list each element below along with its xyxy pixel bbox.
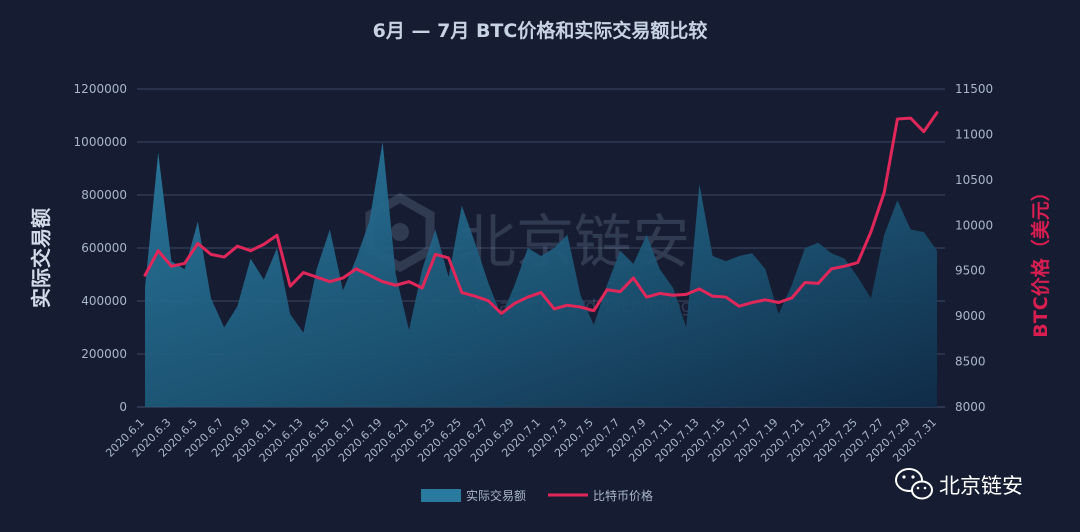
y2-tick-label: 11500: [955, 82, 993, 96]
wechat-icon: [895, 468, 933, 500]
area-series-layer: [145, 142, 937, 407]
y2-axis-title: BTC价格（美元）: [1029, 182, 1052, 337]
legend-line-label: 比特币价格: [593, 488, 653, 503]
y-axis-ticks: 0 200000 400000 600000 800000 1000000 1200000: [74, 82, 127, 414]
y2-tick-label: 9000: [955, 309, 986, 323]
y-tick-label: 200000: [81, 347, 127, 361]
y2-tick-label: 9500: [955, 264, 986, 278]
y-tick-label: 0: [119, 400, 127, 414]
y2-tick-label: 8000: [955, 400, 986, 414]
area-series-trading-volume: [145, 142, 937, 407]
y-axis-title: 实际交易额: [29, 208, 53, 308]
y2-tick-label: 8500: [955, 355, 986, 369]
y2-tick-label: 11000: [955, 127, 993, 141]
y-tick-label: 800000: [81, 188, 127, 202]
line-series-layer: [143, 111, 939, 315]
y-tick-label: 1200000: [74, 82, 127, 96]
y2-tick-label: 10000: [955, 218, 993, 232]
y-tick-label: 400000: [81, 294, 127, 308]
y2-tick-label: 10500: [955, 173, 993, 187]
line-series-btc-price: [143, 111, 939, 315]
brand-label: 北京链安: [939, 474, 1023, 498]
y-tick-label: 600000: [81, 241, 127, 255]
chart-title: 6月 — 7月 BTC价格和实际交易额比较: [373, 19, 708, 42]
legend-area-swatch: [421, 489, 461, 502]
x-axis-ticks: 2020.6.12020.6.32020.6.52020.6.72020.6.9…: [103, 416, 939, 465]
legend: 实际交易额 比特币价格: [421, 488, 653, 503]
y2-axis-ticks: 8000 8500 9000 9500 10000 10500 11000 11500: [955, 82, 993, 414]
y-tick-label: 1000000: [74, 135, 127, 149]
legend-area-label: 实际交易额: [466, 488, 526, 503]
brand-badge: 北京链安: [895, 468, 1023, 500]
